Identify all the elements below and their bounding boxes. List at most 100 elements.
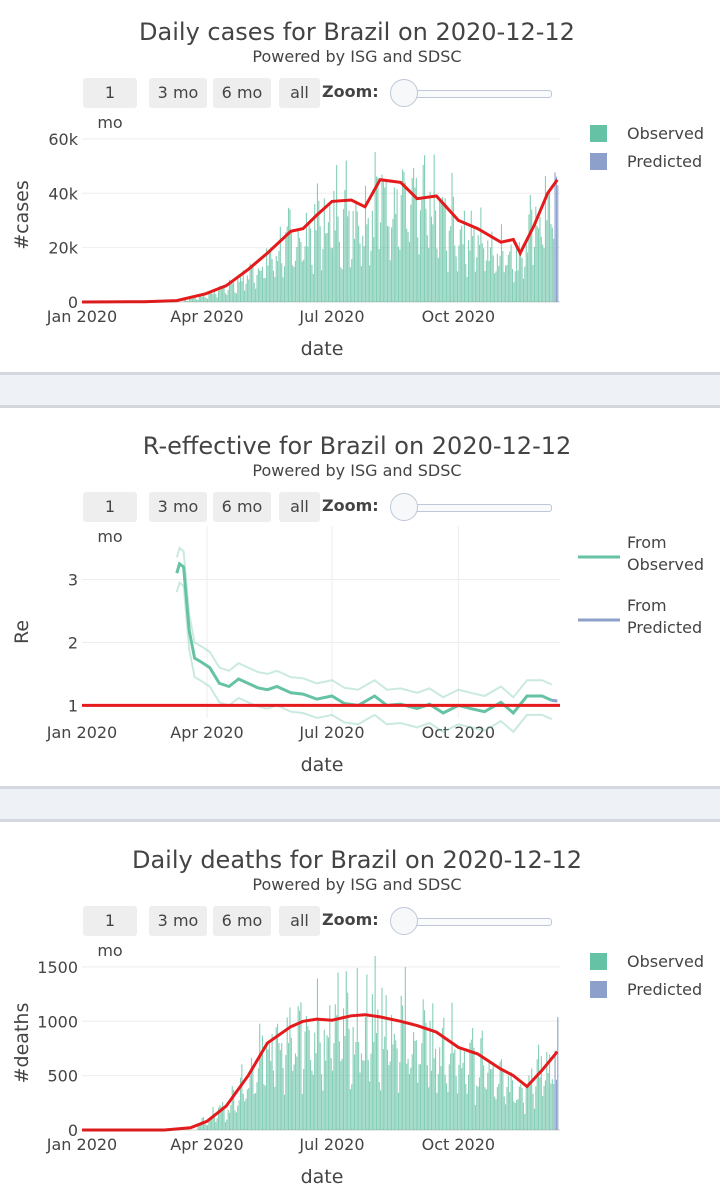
observed-bar	[263, 278, 265, 302]
observed-bar	[263, 1084, 265, 1130]
range-1mo-button[interactable]: 1 mo	[83, 78, 137, 132]
observed-bar	[237, 1105, 239, 1130]
observed-bar	[429, 1020, 431, 1130]
observed-bar	[255, 1093, 257, 1130]
observed-bar	[414, 1040, 416, 1130]
observed-bar	[319, 226, 321, 302]
observed-bar	[234, 1110, 236, 1130]
observed-bar	[226, 295, 228, 302]
observed-bar	[226, 1119, 228, 1130]
range-3mo-button[interactable]: 3 mo	[149, 78, 207, 108]
observed-bar	[511, 1080, 514, 1130]
y-axis-title: #deaths	[11, 1003, 33, 1084]
observed-bar	[516, 1100, 518, 1130]
range-3mo-button[interactable]: 3 mo	[149, 492, 207, 522]
range-1mo-button[interactable]: 1 mo	[83, 492, 137, 546]
observed-bar	[190, 298, 192, 302]
observed-bar	[305, 1016, 307, 1130]
observed-bar	[458, 1064, 460, 1130]
observed-bar	[435, 210, 437, 302]
observed-bar	[514, 1102, 516, 1130]
observed-bar	[323, 198, 325, 302]
zoom-slider-handle[interactable]	[390, 493, 418, 521]
y-tick-label: 20k	[48, 239, 78, 258]
observed-bar	[373, 1041, 375, 1130]
observed-bar	[422, 165, 424, 302]
observed-bar	[487, 1072, 489, 1130]
observed-bar	[194, 297, 196, 302]
zoom-slider-handle[interactable]	[390, 907, 418, 935]
observed-bar	[553, 1083, 555, 1130]
observed-bar	[248, 1088, 250, 1130]
observed-bar	[403, 171, 405, 302]
observed-bar	[264, 277, 266, 302]
observed-bar	[246, 1089, 248, 1130]
range-1mo-button[interactable]: 1 mo	[83, 906, 137, 960]
observed-bar	[334, 1004, 336, 1130]
observed-bar	[444, 1074, 446, 1130]
observed-bar	[451, 1002, 453, 1130]
observed-bar	[470, 210, 472, 302]
observed-bar	[395, 213, 397, 302]
observed-bar	[355, 200, 357, 302]
observed-bar	[370, 1053, 372, 1130]
observed-bar	[474, 271, 476, 302]
observed-bar	[374, 151, 376, 302]
observed-bar	[213, 288, 215, 302]
observed-line	[175, 561, 553, 716]
observed-bar	[397, 1092, 400, 1130]
y-tick-label: 1500	[37, 958, 78, 977]
observed-bar	[494, 273, 496, 302]
observed-bar	[384, 187, 386, 302]
predicted-line	[551, 698, 558, 703]
observed-bar	[407, 1058, 409, 1130]
range-all-button[interactable]: all	[279, 78, 320, 108]
observed-bar	[494, 1096, 496, 1130]
observed-bar	[452, 1053, 454, 1130]
observed-bar	[217, 290, 220, 302]
observed-bar	[288, 1042, 290, 1130]
range-6mo-button[interactable]: 6 mo	[213, 906, 271, 936]
range-3mo-button[interactable]: 3 mo	[149, 906, 207, 936]
observed-bar	[386, 1049, 389, 1130]
observed-bar	[208, 293, 210, 302]
observed-bar	[495, 271, 497, 302]
predicted-bar	[557, 1017, 559, 1130]
observed-bar	[469, 250, 471, 302]
observed-bar	[201, 296, 203, 302]
observed-bar	[323, 1029, 325, 1130]
observed-bar	[461, 1068, 463, 1130]
observed-bar	[360, 266, 362, 302]
range-6mo-button[interactable]: 6 mo	[213, 78, 271, 108]
observed-bar	[256, 1082, 258, 1130]
observed-bar	[206, 298, 209, 302]
range-all-button[interactable]: all	[279, 492, 320, 522]
observed-bar	[418, 1064, 420, 1130]
observed-bar	[297, 230, 299, 302]
observed-bar	[304, 1031, 306, 1130]
x-tick-label: Oct 2020	[422, 307, 495, 326]
observed-bar	[466, 1093, 468, 1130]
observed-bar	[316, 978, 318, 1130]
observed-bar	[450, 1053, 452, 1130]
observed-bar	[408, 241, 411, 302]
predicted-bar	[554, 172, 556, 302]
observed-bar	[211, 1116, 213, 1130]
observed-bar	[331, 248, 334, 302]
observed-bar	[369, 1081, 371, 1130]
re-plot: 1 2 3 Jan 2020 Apr 2020 Jul 2020 Oct 2020 date R…	[11, 526, 704, 776]
observed-bar	[393, 187, 395, 302]
observed-bar	[360, 1053, 362, 1130]
observed-bar	[389, 1061, 391, 1130]
observed-bar	[433, 154, 435, 302]
x-tick-label: Oct 2020	[422, 1135, 495, 1154]
observed-bar	[437, 257, 439, 302]
observed-bar	[252, 1069, 254, 1130]
observed-bar	[264, 1085, 266, 1130]
range-all-button[interactable]: all	[279, 906, 320, 936]
observed-bar	[353, 1054, 356, 1130]
zoom-label: Zoom:	[322, 82, 379, 101]
zoom-slider-handle[interactable]	[390, 79, 418, 107]
observed-bar	[518, 1086, 520, 1130]
range-6mo-button[interactable]: 6 mo	[213, 492, 271, 522]
